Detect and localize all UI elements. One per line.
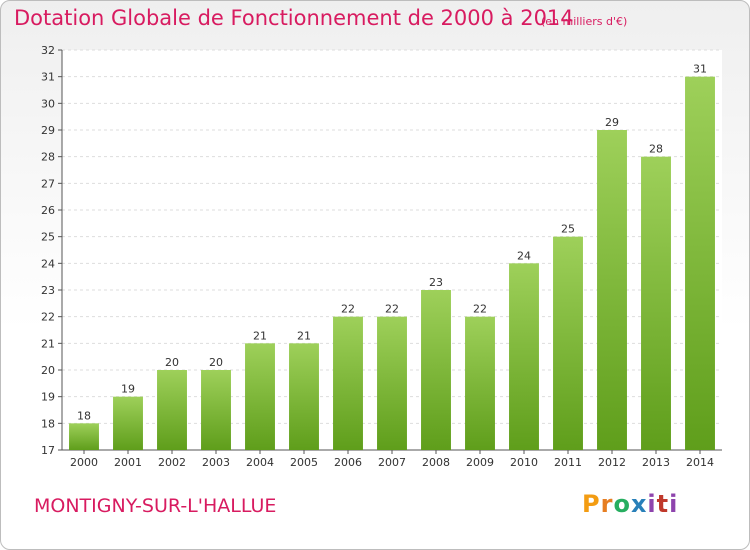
y-tick-label: 22	[41, 311, 55, 324]
value-label-2009: 22	[473, 303, 487, 316]
value-label-2002: 20	[165, 356, 179, 369]
bar-2006	[333, 316, 363, 450]
bar-2010	[509, 263, 539, 450]
y-tick-label: 17	[41, 444, 55, 457]
y-tick-label: 23	[41, 284, 55, 297]
value-label-2003: 20	[209, 356, 223, 369]
value-label-2004: 21	[253, 329, 267, 342]
x-tick-label-2006: 2006	[334, 456, 362, 469]
proxiti-logo[interactable]: Proxiti	[582, 490, 679, 518]
bar-2003	[201, 370, 231, 450]
bar-2009	[465, 316, 495, 450]
bar-2012	[597, 130, 627, 450]
y-tick-label: 28	[41, 151, 55, 164]
bar-2002	[157, 370, 187, 450]
commune-name: MONTIGNY-SUR-L'HALLUE	[34, 495, 277, 517]
value-label-2005: 21	[297, 329, 311, 342]
x-tick-label-2002: 2002	[158, 456, 186, 469]
y-tick-label: 20	[41, 364, 55, 377]
y-tick-label: 26	[41, 204, 55, 217]
value-label-2010: 24	[517, 249, 531, 262]
value-label-2001: 19	[121, 383, 135, 396]
y-tick-label: 29	[41, 124, 55, 137]
x-tick-label-2011: 2011	[554, 456, 582, 469]
bar-2001	[113, 396, 143, 450]
x-tick-label-2003: 2003	[202, 456, 230, 469]
value-label-2014: 31	[693, 63, 707, 76]
labels: 17 18 19 20 21 22 23 24 25 26 27 28 29 30 31 32 18 2000 19…	[41, 44, 714, 469]
bar-2008	[421, 290, 451, 450]
bar-2014	[685, 76, 715, 451]
y-tick-label: 31	[41, 71, 55, 84]
y-tick-label: 27	[41, 177, 55, 190]
value-label-2012: 29	[605, 116, 619, 129]
x-tick-label-2014: 2014	[686, 456, 714, 469]
chart-unit: (en milliers d'€)	[541, 15, 628, 28]
chart-title: Dotation Globale de Fonctionnement de 20…	[14, 6, 574, 30]
value-label-2007: 22	[385, 303, 399, 316]
value-label-2008: 23	[429, 276, 443, 289]
bar-2011	[553, 236, 583, 450]
value-label-2011: 25	[561, 223, 575, 236]
x-tick-label-2010: 2010	[510, 456, 538, 469]
x-tick-label-2009: 2009	[466, 456, 494, 469]
y-tick-label: 24	[41, 257, 55, 270]
bar-2007	[377, 316, 407, 450]
value-label-2000: 18	[77, 409, 91, 422]
value-label-2006: 22	[341, 303, 355, 316]
y-tick-label: 25	[41, 231, 55, 244]
x-tick-label-2013: 2013	[642, 456, 670, 469]
x-tick-label-2001: 2001	[114, 456, 142, 469]
x-tick-label-2004: 2004	[246, 456, 274, 469]
y-tick-label: 32	[41, 44, 55, 57]
bars	[69, 76, 715, 451]
y-tick-label: 19	[41, 391, 55, 404]
y-tick-label: 21	[41, 337, 55, 350]
x-tick-label-2008: 2008	[422, 456, 450, 469]
x-tick-label-2007: 2007	[378, 456, 406, 469]
bar-2005	[289, 343, 319, 450]
bar-2004	[245, 343, 275, 450]
bar-2000	[69, 423, 99, 450]
x-tick-label-2005: 2005	[290, 456, 318, 469]
x-tick-label-2012: 2012	[598, 456, 626, 469]
bar-2013	[641, 156, 671, 450]
y-tick-label: 18	[41, 417, 55, 430]
value-label-2013: 28	[649, 143, 663, 156]
y-tick-label: 30	[41, 97, 55, 110]
x-tick-label-2000: 2000	[70, 456, 98, 469]
